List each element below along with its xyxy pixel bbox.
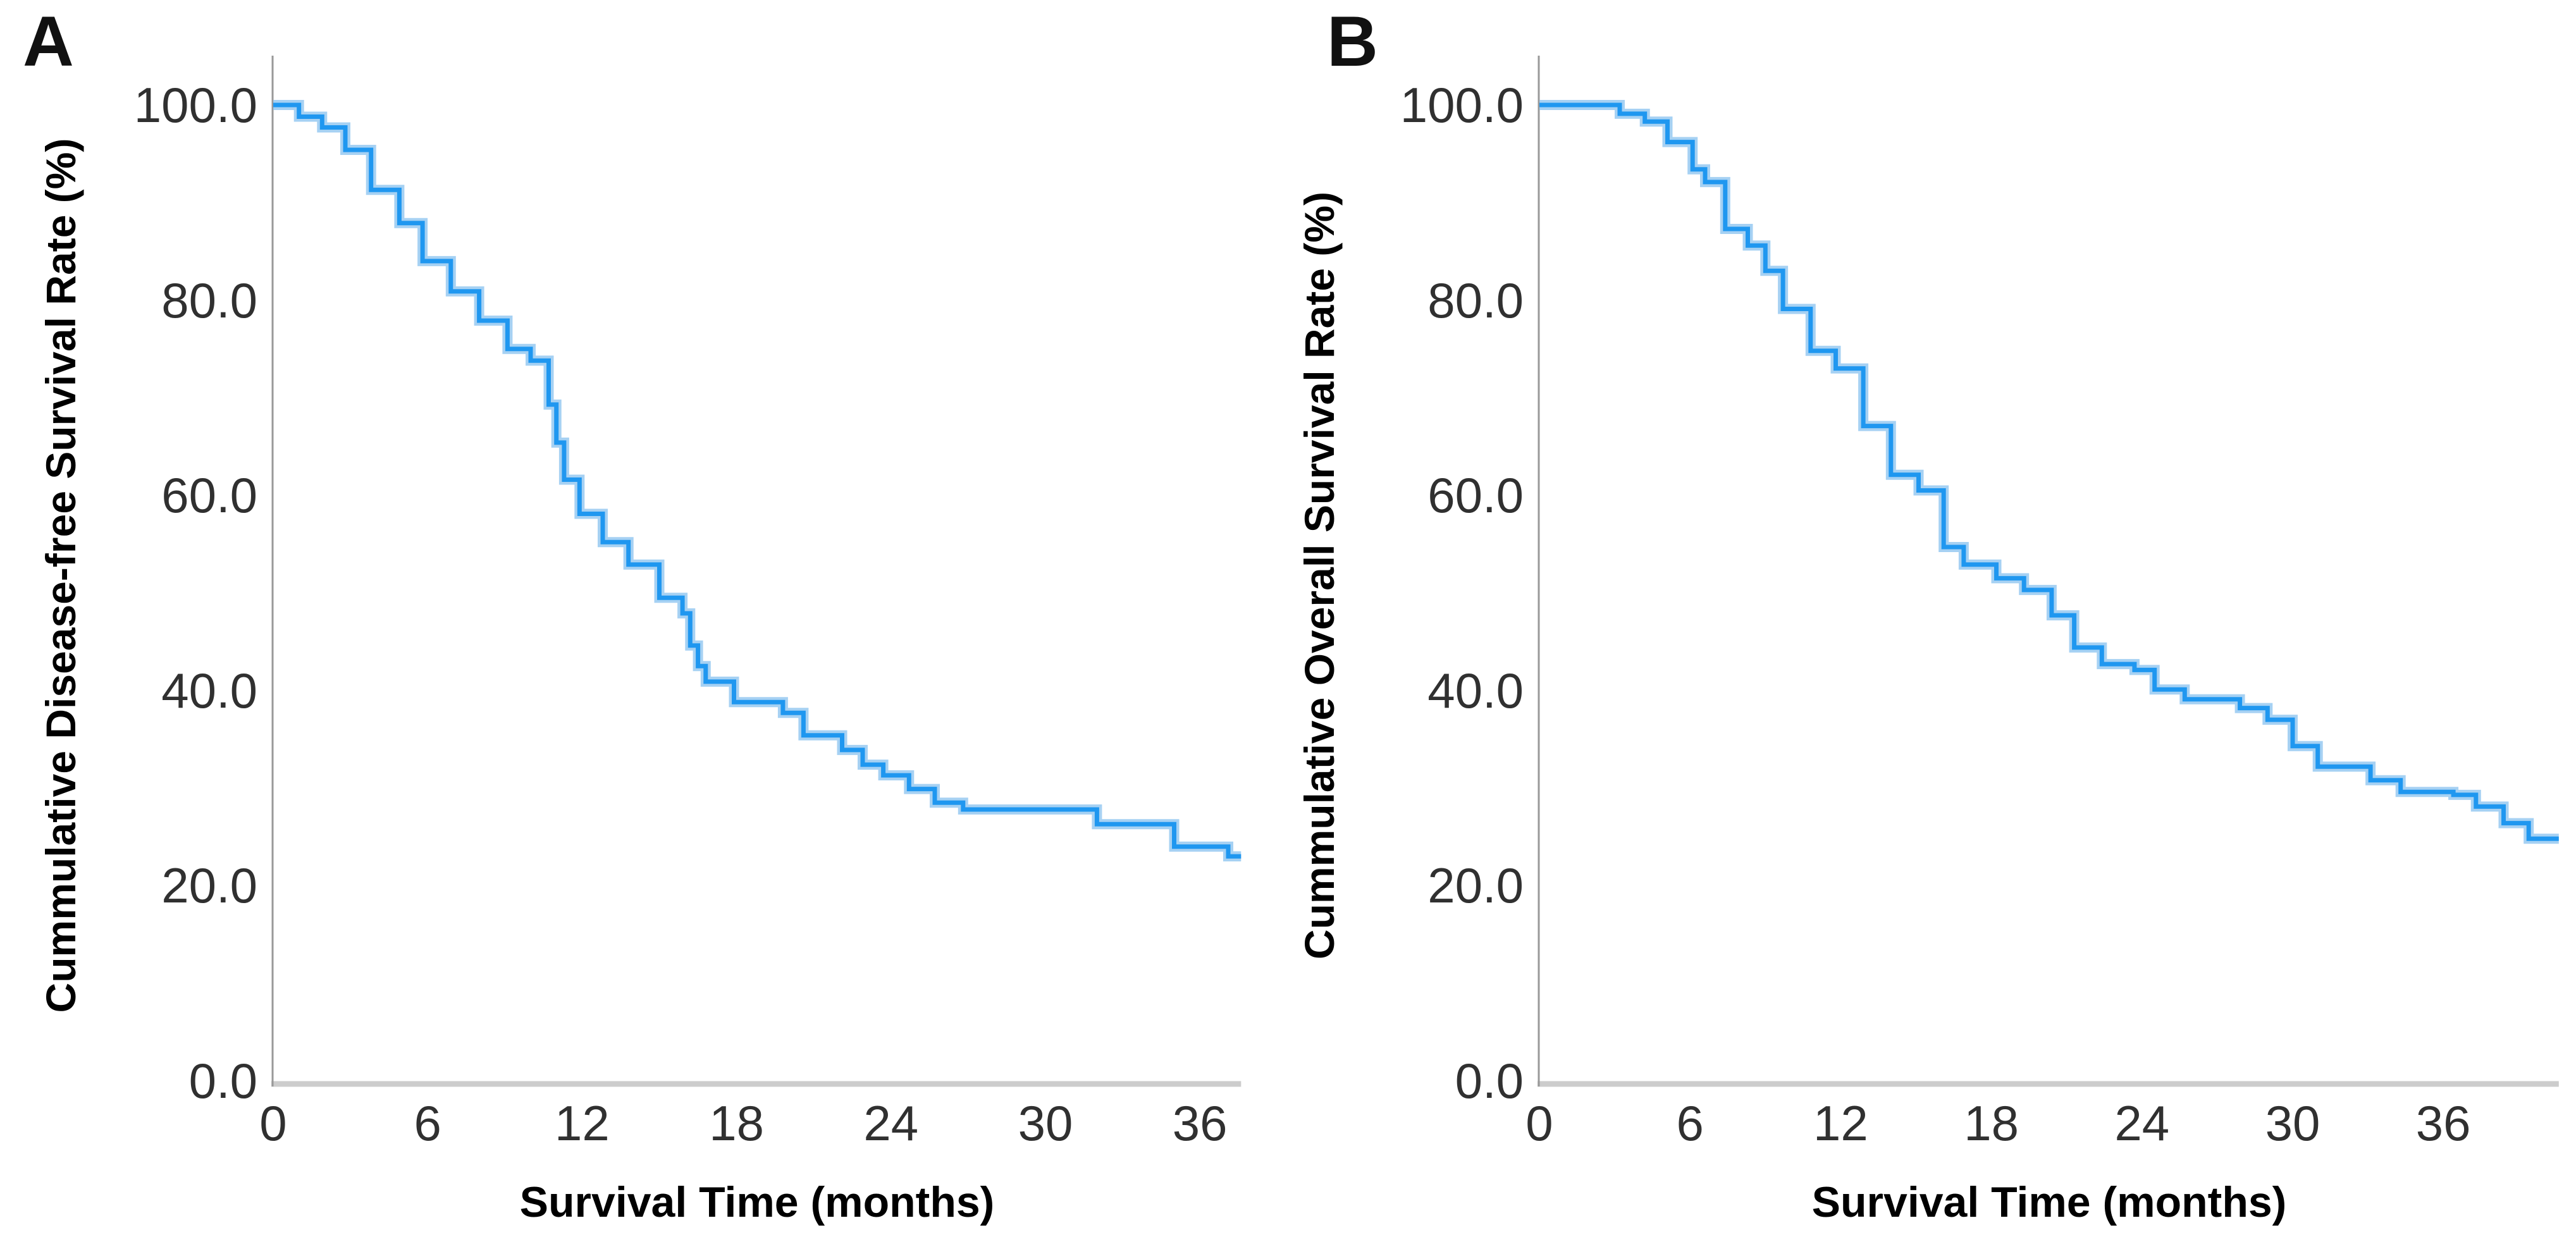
x-tick-label: 30 (2265, 1095, 2320, 1151)
panel-a-x-axis-title: Survival Time (months) (519, 1178, 995, 1226)
x-tick-label: 30 (1018, 1095, 1073, 1151)
x-tick-label: 12 (555, 1095, 610, 1151)
x-tick-label: 24 (863, 1095, 919, 1151)
x-tick-label: 0 (1525, 1095, 1553, 1151)
y-tick-label: 100.0 (133, 77, 257, 133)
y-tick-label: 60.0 (161, 467, 257, 524)
x-tick-label: 18 (709, 1095, 764, 1151)
y-tick-label: 40.0 (1427, 662, 1524, 718)
panel-a-y-axis-title: Cummulative Disease-free Survival Rate (… (37, 138, 84, 1013)
panel-b-label: B (1327, 2, 1378, 81)
x-tick-label: 24 (2114, 1095, 2170, 1151)
y-tick-label: 20.0 (1427, 858, 1524, 914)
km-curve (273, 102, 1242, 859)
km-curve (1539, 102, 2559, 841)
y-tick-label: 40.0 (161, 662, 257, 718)
x-tick-label: 6 (1676, 1095, 1704, 1151)
panel-b-x-axis-title: Survival Time (months) (1811, 1178, 2287, 1226)
y-tick-label: 20.0 (161, 858, 257, 914)
km-curve-halo (273, 100, 1242, 862)
panel-a-label: A (23, 2, 74, 81)
x-tick-label: 36 (2415, 1095, 2471, 1151)
y-tick-label: 80.0 (161, 272, 257, 328)
x-tick-label: 12 (1813, 1095, 1868, 1151)
y-tick-label: 0.0 (188, 1053, 257, 1109)
y-tick-label: 60.0 (1427, 467, 1524, 524)
y-tick-label: 80.0 (1427, 272, 1524, 328)
x-tick-label: 18 (1964, 1095, 2019, 1151)
km-curve-halo (1539, 100, 2559, 844)
y-tick-label: 100.0 (1400, 77, 1524, 133)
panel-b-y-axis-title: Cummulative Overall Survival Rate (%) (1296, 191, 1343, 960)
x-tick-label: 0 (259, 1095, 287, 1151)
x-tick-label: 6 (414, 1095, 441, 1151)
x-tick-label: 36 (1172, 1095, 1228, 1151)
y-tick-label: 0.0 (1455, 1053, 1524, 1109)
